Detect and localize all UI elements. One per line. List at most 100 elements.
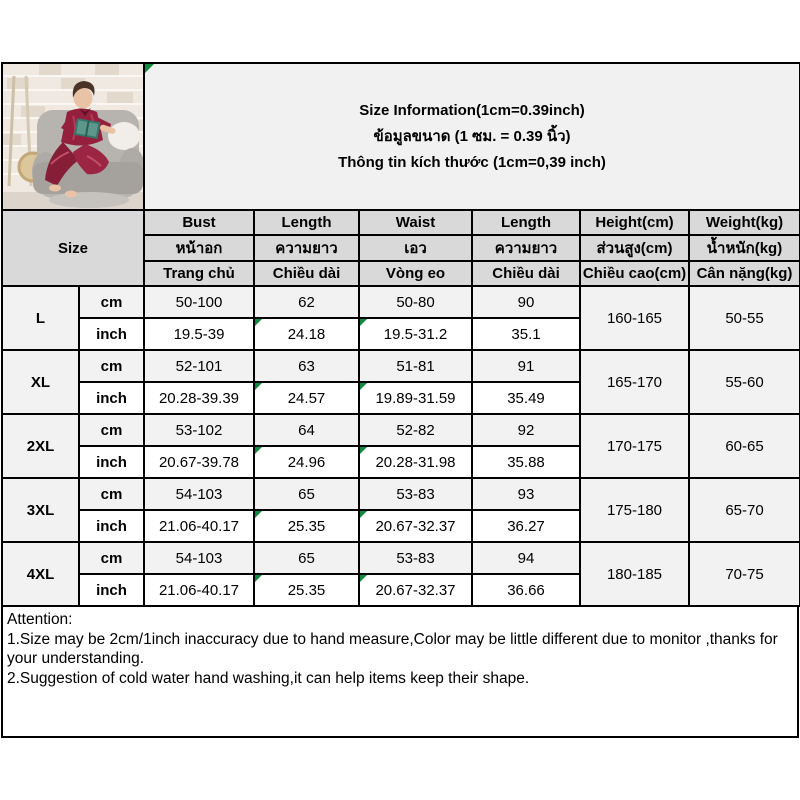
weight-cell: 70-75: [687, 541, 800, 607]
unit-inch: inch: [78, 445, 145, 479]
col-header-bust-en: Bust: [143, 209, 255, 236]
pajama-model-illustration: [4, 65, 142, 208]
data-cell: 90: [471, 285, 581, 319]
weight-cell: 50-55: [687, 285, 800, 351]
unit-cm: cm: [78, 413, 145, 447]
col-header-length-en: Length: [253, 209, 360, 236]
data-cell: 63: [253, 349, 360, 383]
title-english: Size Information(1cm=0.39inch): [359, 101, 585, 119]
data-cell: 52-82: [358, 413, 473, 447]
height-cell: 160-165: [579, 285, 690, 351]
weight-cell: 60-65: [687, 413, 800, 479]
attention-note: Attention: 1.Size may be 2cm/1inch inacc…: [1, 607, 799, 738]
excel-flag-icon: [361, 512, 367, 518]
title-thai: ข้อมูลขนาด (1 ซม. = 0.39 นิ้ว): [373, 127, 571, 145]
unit-cm: cm: [78, 477, 145, 511]
attention-heading: Attention:: [7, 611, 73, 628]
data-cell: 91: [471, 349, 581, 383]
excel-flag-icon: [256, 512, 262, 518]
height-cell: 180-185: [579, 541, 690, 607]
unit-inch: inch: [78, 509, 145, 543]
attention-line-2: 2.Suggestion of cold water hand washing,…: [7, 669, 530, 687]
data-cell: 36.27: [471, 509, 581, 543]
col-header-weight-en: Weight(kg): [687, 209, 800, 236]
excel-flag-icon: [361, 448, 367, 454]
data-cell: 35.49: [471, 381, 581, 415]
data-cell: 53-83: [358, 541, 473, 575]
size-information-table: Size Information(1cm=0.39inch) ข้อมูลขนา…: [1, 62, 800, 607]
col-header-length2-vi: Chiều dài: [471, 260, 581, 287]
size-label: XL: [1, 349, 80, 415]
data-cell: 20.28-31.98: [358, 445, 473, 479]
unit-cm: cm: [78, 349, 145, 383]
unit-inch: inch: [78, 317, 145, 351]
excel-flag-icon: [361, 320, 367, 326]
data-cell: 92: [471, 413, 581, 447]
data-cell: 53-102: [143, 413, 255, 447]
weight-cell: 65-70: [687, 477, 800, 543]
col-header-waist-th: เอว: [358, 234, 473, 262]
data-cell: 20.67-39.78: [143, 445, 255, 479]
data-cell: 93: [471, 477, 581, 511]
col-header-length-vi: Chiều dài: [253, 260, 360, 287]
data-cell: 62: [253, 285, 360, 319]
data-cell: 65: [253, 477, 360, 511]
data-cell: 54-103: [143, 477, 255, 511]
col-header-bust-th: หน้าอก: [143, 234, 255, 262]
size-label: 4XL: [1, 541, 80, 607]
data-cell: 25.35: [253, 573, 360, 607]
size-label: 2XL: [1, 413, 80, 479]
col-header-length2-th: ความยาว: [471, 234, 581, 262]
size-information-title: Size Information(1cm=0.39inch) ข้อมูลขนา…: [142, 62, 800, 211]
col-header-height-en: Height(cm): [579, 209, 690, 236]
attention-line-1: 1.Size may be 2cm/1inch inaccuracy due t…: [7, 630, 778, 668]
col-header-height-th: ส่วนสูง(cm): [579, 234, 690, 262]
data-cell: 19.89-31.59: [358, 381, 473, 415]
data-cell: 53-83: [358, 477, 473, 511]
excel-flag-icon: [256, 320, 262, 326]
data-cell: 20.67-32.37: [358, 573, 473, 607]
height-cell: 165-170: [579, 349, 690, 415]
data-cell: 35.1: [471, 317, 581, 351]
data-cell: 51-81: [358, 349, 473, 383]
data-cell: 50-100: [143, 285, 255, 319]
size-column-header: Size: [1, 209, 145, 287]
unit-cm: cm: [78, 541, 145, 575]
size-label: 3XL: [1, 477, 80, 543]
excel-flag-icon: [146, 65, 154, 73]
data-cell: 64: [253, 413, 360, 447]
height-cell: 175-180: [579, 477, 690, 543]
data-cell: 36.66: [471, 573, 581, 607]
data-cell: 35.88: [471, 445, 581, 479]
data-cell: 20.67-32.37: [358, 509, 473, 543]
data-cell: 65: [253, 541, 360, 575]
excel-flag-icon: [361, 576, 367, 582]
size-label: L: [1, 285, 80, 351]
col-header-bust-vi: Trang chủ: [143, 260, 255, 287]
col-header-weight-th: น้ำหนัก(kg): [687, 234, 800, 262]
product-photo: [1, 62, 145, 211]
col-header-length2-en: Length: [471, 209, 581, 236]
top-whitespace: [0, 0, 800, 62]
col-header-waist-vi: Vòng eo: [358, 260, 473, 287]
data-cell: 24.18: [253, 317, 360, 351]
data-cell: 24.57: [253, 381, 360, 415]
data-cell: 19.5-39: [143, 317, 255, 351]
data-cell: 25.35: [253, 509, 360, 543]
data-cell: 54-103: [143, 541, 255, 575]
title-vietnamese: Thông tin kích thước (1cm=0,39 inch): [338, 153, 606, 171]
col-header-length-th: ความยาว: [253, 234, 360, 262]
excel-flag-icon: [256, 384, 262, 390]
data-cell: 24.96: [253, 445, 360, 479]
unit-inch: inch: [78, 381, 145, 415]
height-cell: 170-175: [579, 413, 690, 479]
data-cell: 21.06-40.17: [143, 573, 255, 607]
data-cell: 94: [471, 541, 581, 575]
unit-cm: cm: [78, 285, 145, 319]
data-cell: 52-101: [143, 349, 255, 383]
excel-flag-icon: [256, 448, 262, 454]
data-cell: 50-80: [358, 285, 473, 319]
weight-cell: 55-60: [687, 349, 800, 415]
excel-flag-icon: [256, 576, 262, 582]
